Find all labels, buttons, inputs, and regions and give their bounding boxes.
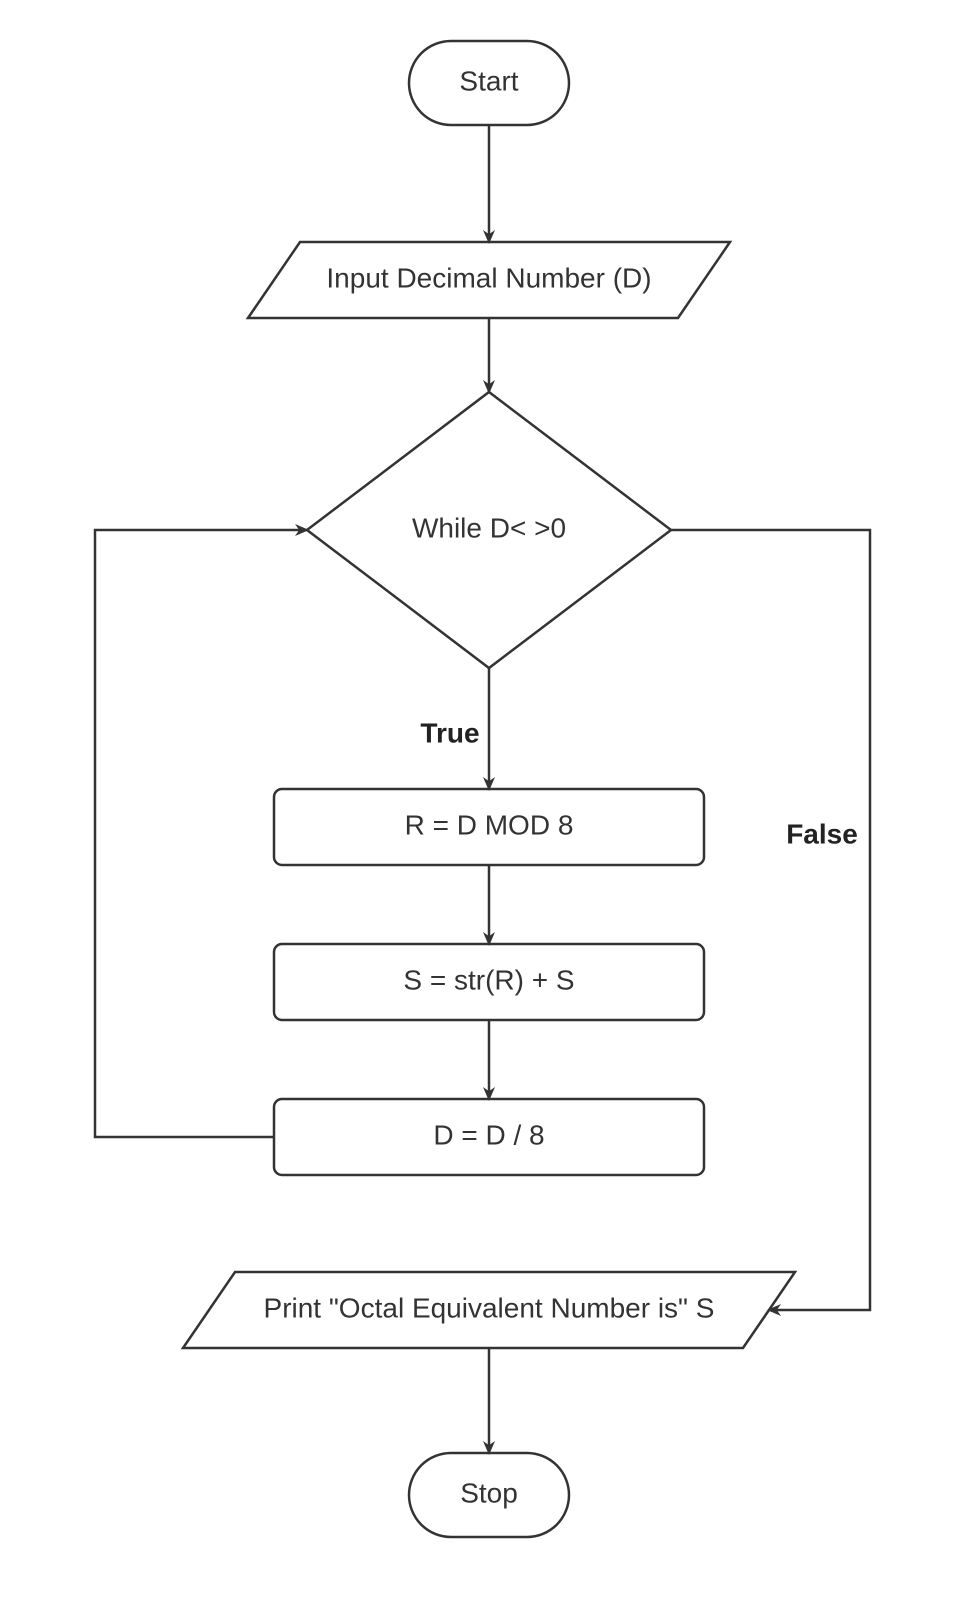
edge xyxy=(671,530,870,1310)
svg-text:S = str(R) + S: S = str(R) + S xyxy=(403,964,574,995)
svg-text:Start: Start xyxy=(459,65,518,96)
nodes-layer: Start Input Decimal Number (D) While D< >0… xyxy=(183,41,795,1537)
svg-text:Print "Octal Equivalent Number: Print "Octal Equivalent Number is" S xyxy=(264,1292,715,1323)
edge-label: True xyxy=(420,717,479,748)
svg-text:R = D MOD 8: R = D MOD 8 xyxy=(405,809,574,840)
svg-text:Input Decimal Number (D): Input Decimal Number (D) xyxy=(326,262,651,293)
edge-label: False xyxy=(786,818,858,849)
svg-text:Stop: Stop xyxy=(460,1477,518,1508)
svg-text:D = D / 8: D = D / 8 xyxy=(433,1119,544,1150)
flowchart-canvas: True False Start Input Decimal Number (D) W… xyxy=(0,0,966,1600)
svg-text:While D< >0: While D< >0 xyxy=(412,512,566,543)
